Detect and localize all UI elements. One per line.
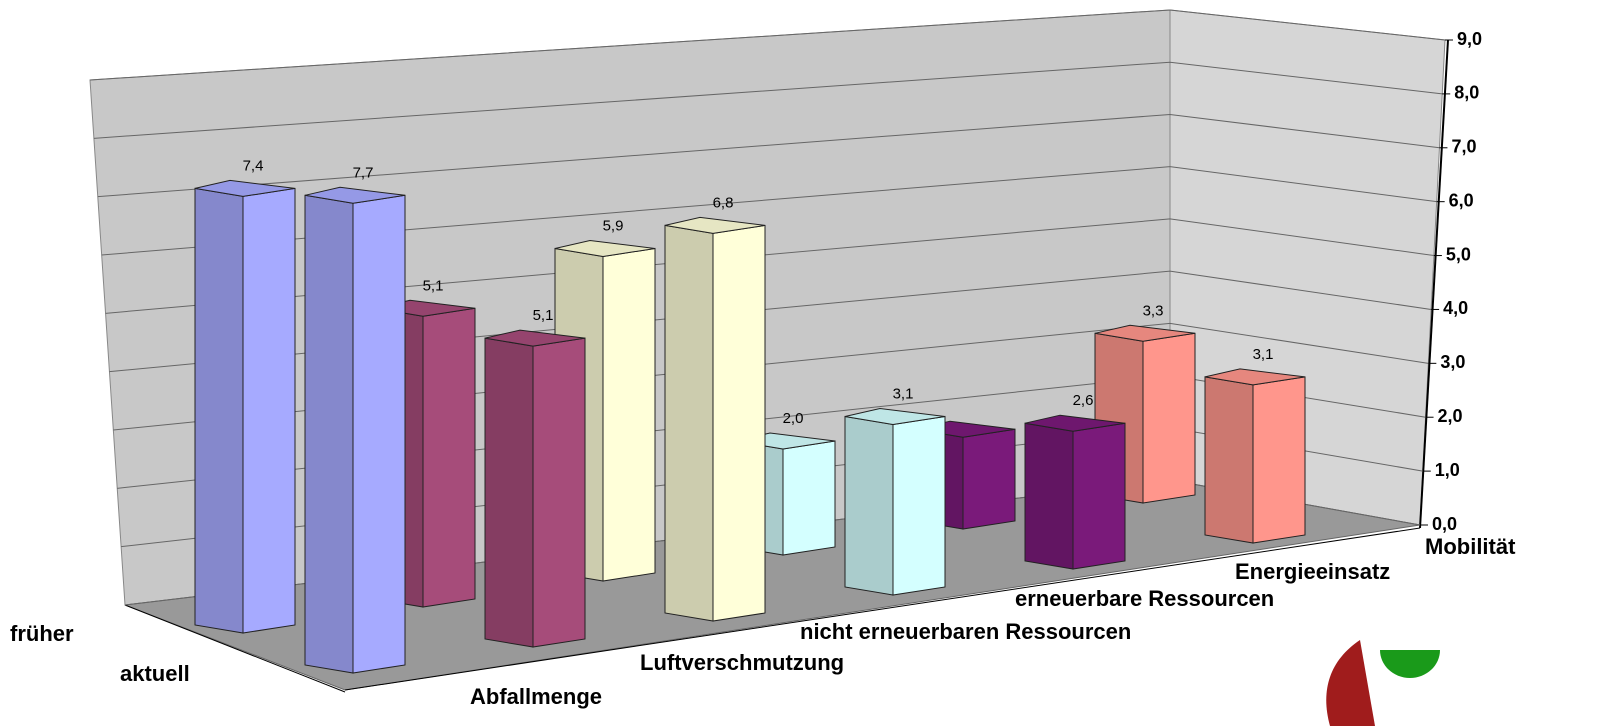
- grid-line: [89, 9, 1446, 81]
- bar-face: [1024, 422, 1074, 570]
- x-tick-label: Energieeinsatz: [1235, 559, 1390, 584]
- y-tick-label: 7,0: [1451, 137, 1476, 157]
- legend-label: früher: [10, 621, 74, 646]
- bar-face: [304, 186, 406, 204]
- bar-face: [304, 194, 354, 674]
- bar-face: [892, 415, 946, 596]
- bar-face: [242, 187, 296, 634]
- bar-face: [1094, 324, 1196, 342]
- x-tick-label: Mobilität: [1425, 534, 1516, 559]
- bar-face: [352, 194, 406, 674]
- depth-axis: [124, 604, 346, 693]
- bar-face: [962, 428, 1016, 530]
- value-axis: [1419, 39, 1449, 529]
- y-tick-label: 6,0: [1449, 190, 1474, 210]
- bar-face: [664, 224, 714, 622]
- bar-face: [194, 179, 296, 197]
- y-tick-label: 9,0: [1457, 29, 1482, 49]
- data-label: 2,6: [1073, 392, 1094, 409]
- grid-line: [105, 218, 1434, 314]
- data-label: 5,1: [533, 307, 554, 324]
- x-tick-label: Luftverschmutzung: [640, 650, 844, 675]
- legend-label: aktuell: [120, 661, 190, 686]
- data-label: 7,4: [243, 157, 264, 174]
- bar-face: [1142, 332, 1196, 504]
- data-label: 3,1: [893, 385, 914, 402]
- data-label: 6,8: [713, 194, 734, 211]
- bar-face: [484, 337, 534, 648]
- bar-face: [422, 307, 476, 608]
- x-tick-label: erneuerbare Ressourcen: [1015, 586, 1274, 611]
- bar: [304, 186, 406, 674]
- y-tick-label: 3,0: [1440, 352, 1465, 372]
- bar: [844, 407, 946, 596]
- data-label: 5,1: [423, 277, 444, 294]
- bar-face: [782, 440, 836, 556]
- y-tick-label: 4,0: [1443, 298, 1468, 318]
- x-tick-label: Abfallmenge: [470, 684, 602, 709]
- bar-face: [1072, 422, 1126, 570]
- bar-face: [664, 216, 766, 234]
- data-label: 3,1: [1253, 346, 1274, 363]
- bar-face: [484, 329, 586, 347]
- bar-face: [844, 415, 894, 596]
- y-tick-label: 0,0: [1432, 514, 1457, 534]
- bar-face: [1204, 368, 1306, 386]
- grid-line: [97, 113, 1440, 198]
- data-label: 3,3: [1143, 302, 1164, 319]
- bar: [194, 179, 296, 634]
- bar-face: [1024, 414, 1126, 432]
- bar: [1024, 414, 1126, 570]
- bar-face: [712, 224, 766, 622]
- bar: [664, 216, 766, 622]
- y-tick-label: 8,0: [1454, 83, 1479, 103]
- y-tick-label: 1,0: [1435, 460, 1460, 480]
- data-label: 2,0: [783, 410, 804, 427]
- grid-line: [101, 166, 1437, 256]
- bar-face: [532, 337, 586, 648]
- bar-face: [194, 187, 244, 634]
- bar-face: [844, 407, 946, 426]
- bar: [484, 329, 586, 648]
- data-label: 7,7: [353, 164, 374, 181]
- y-tick-label: 2,0: [1438, 406, 1463, 426]
- data-label: 5,9: [603, 217, 624, 234]
- category-axis: [344, 527, 1421, 691]
- bar-face: [1204, 376, 1254, 544]
- logo: [1326, 640, 1440, 726]
- x-tick-label: nicht erneuerbaren Ressourcen: [800, 619, 1131, 644]
- bar-face: [1252, 376, 1306, 544]
- bar: [1204, 368, 1306, 544]
- bar-face: [554, 239, 656, 258]
- bar-face: [602, 247, 656, 582]
- grid-line: [93, 61, 1443, 139]
- y-tick-label: 5,0: [1446, 244, 1471, 264]
